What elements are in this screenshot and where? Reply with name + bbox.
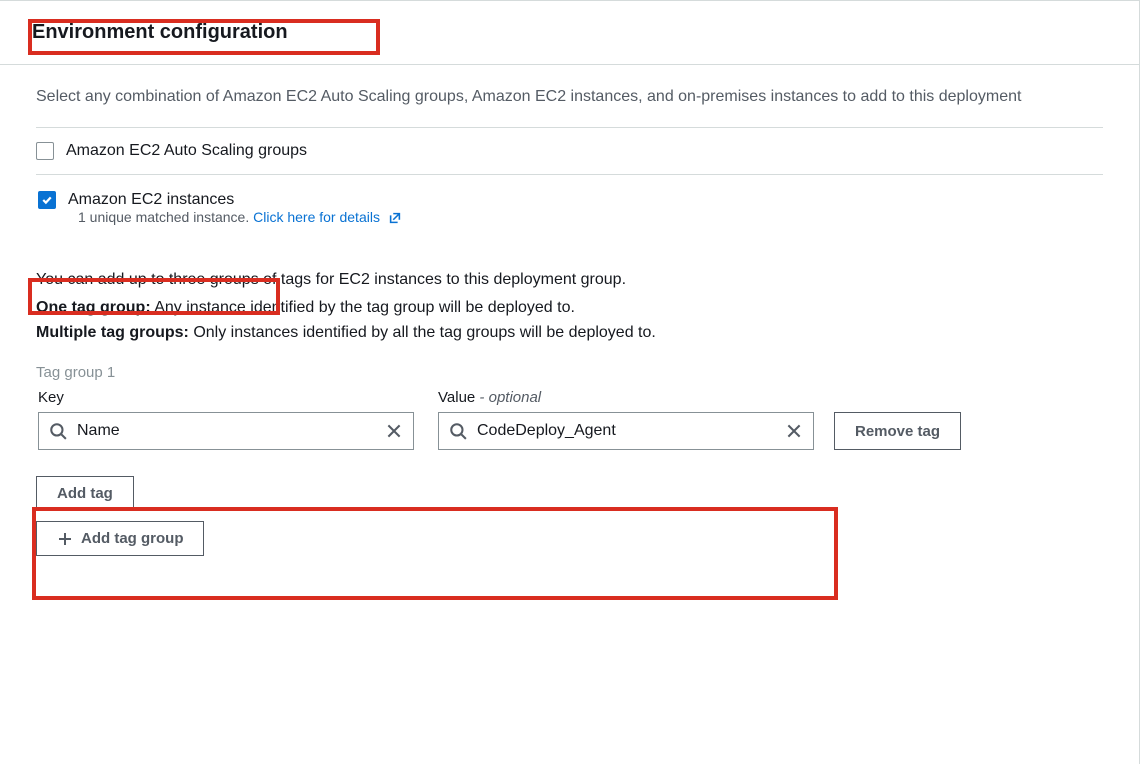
remove-tag-button[interactable]: Remove tag <box>834 412 961 450</box>
tag-value-label: Value - optional <box>438 389 814 406</box>
environment-config-panel: Environment configuration Select any com… <box>0 0 1140 764</box>
tag-form: Key <box>36 385 822 454</box>
tag-value-input[interactable] <box>467 414 785 448</box>
tag-group-label: Tag group 1 <box>36 364 1103 381</box>
tag-key-input[interactable] <box>67 414 385 448</box>
tag-instr-one-group: One tag group: Any instance identified b… <box>36 295 1103 321</box>
section-title: Environment configuration <box>32 21 288 44</box>
matched-instance-text: 1 unique matched instance. Click here fo… <box>78 209 1103 225</box>
clear-key-icon[interactable] <box>385 422 403 440</box>
tag-key-input-wrap <box>38 412 414 450</box>
add-tag-group-button[interactable]: Add tag group <box>36 521 204 556</box>
button-row: Add tag Add tag group <box>36 476 1103 556</box>
option-auto-scaling-groups: Amazon EC2 Auto Scaling groups <box>36 128 1103 174</box>
clear-value-icon[interactable] <box>785 422 803 440</box>
matched-details-link[interactable]: Click here for details <box>253 209 402 225</box>
checkbox-asg[interactable] <box>36 142 54 160</box>
tag-key-field: Key <box>38 389 414 450</box>
search-icon <box>449 422 467 440</box>
check-icon <box>41 194 53 206</box>
checkbox-ec2[interactable] <box>38 191 56 209</box>
tag-key-label: Key <box>38 389 414 406</box>
section-header: Environment configuration <box>0 1 1139 65</box>
external-link-icon <box>388 211 402 225</box>
tag-instr-line1: You can add up to three groups of tags f… <box>36 267 1103 293</box>
tag-instructions: You can add up to three groups of tags f… <box>36 267 1103 346</box>
option-label-asg: Amazon EC2 Auto Scaling groups <box>66 142 307 160</box>
plus-icon <box>57 531 73 547</box>
tag-value-input-wrap <box>438 412 814 450</box>
add-tag-button[interactable]: Add tag <box>36 476 134 511</box>
content-area: Select any combination of Amazon EC2 Aut… <box>0 65 1139 576</box>
tag-value-field: Value - optional <box>438 389 814 450</box>
option-label-ec2: Amazon EC2 instances <box>68 191 234 209</box>
tag-instr-multi-group: Multiple tag groups: Only instances iden… <box>36 320 1103 346</box>
matched-prefix: 1 unique matched instance. <box>78 209 253 225</box>
search-icon <box>49 422 67 440</box>
description-text: Select any combination of Amazon EC2 Aut… <box>36 85 1103 127</box>
